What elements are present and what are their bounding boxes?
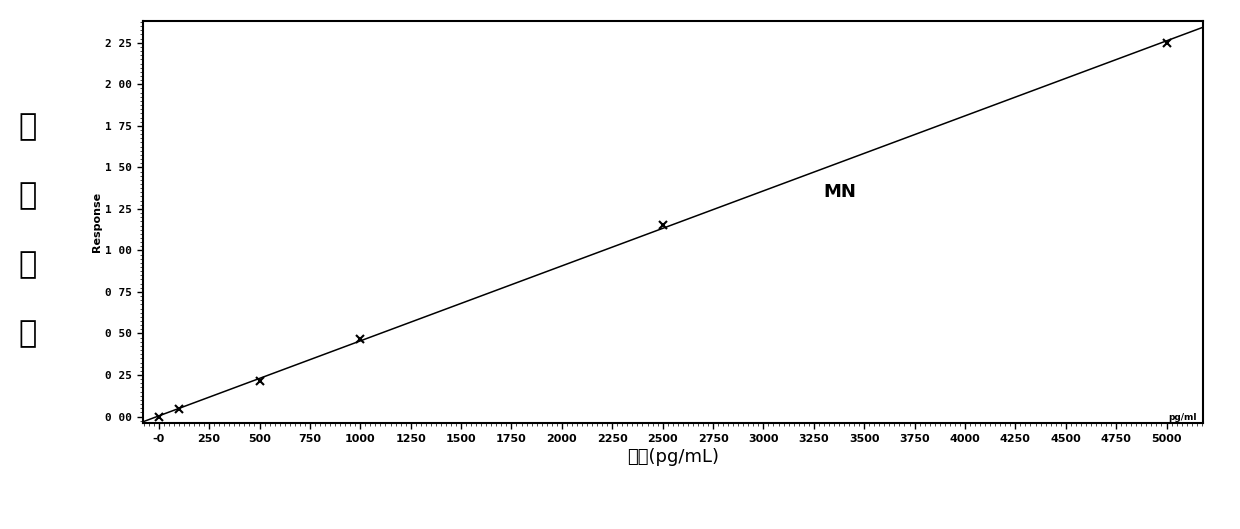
Text: 面: 面 bbox=[19, 181, 36, 210]
Y-axis label: Response: Response bbox=[93, 192, 103, 252]
Text: MN: MN bbox=[823, 183, 857, 201]
Text: 积: 积 bbox=[19, 250, 36, 279]
Text: 比: 比 bbox=[19, 319, 36, 348]
Text: pg/ml: pg/ml bbox=[1168, 413, 1197, 422]
Text: 峰: 峰 bbox=[19, 113, 36, 141]
X-axis label: 浓度(pg/mL): 浓度(pg/mL) bbox=[626, 448, 719, 466]
